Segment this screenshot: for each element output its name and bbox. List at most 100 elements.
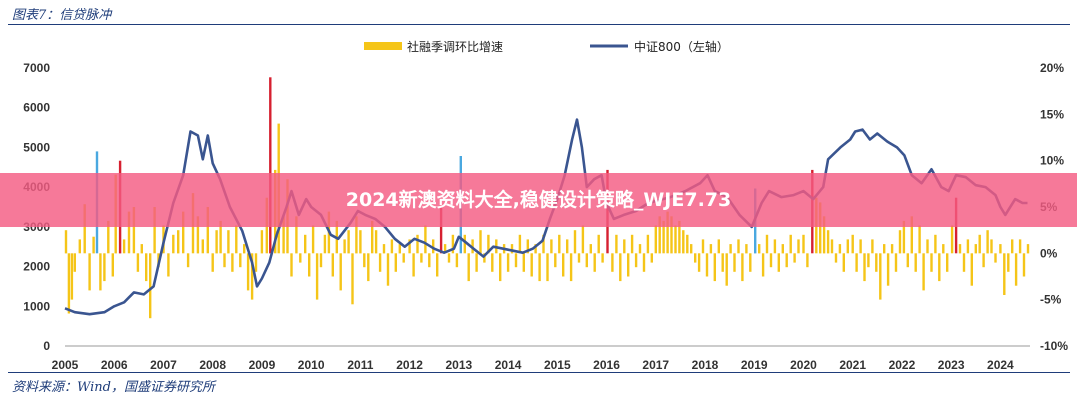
bar [950, 225, 954, 254]
bar [219, 220, 222, 254]
bar [573, 230, 577, 254]
bar [186, 253, 190, 268]
bar [1003, 253, 1006, 295]
bar [982, 253, 985, 268]
bar [223, 253, 226, 268]
bar [627, 253, 630, 277]
bar [140, 244, 143, 254]
bar [254, 253, 258, 272]
bar [934, 234, 937, 254]
bar [990, 239, 993, 254]
x-axis-tick-label: 2009 [249, 358, 276, 372]
bar [902, 220, 906, 254]
bar [761, 253, 765, 277]
bar [386, 253, 390, 286]
bar [970, 253, 973, 286]
x-axis-tick-label: 2015 [544, 358, 571, 372]
bar [132, 207, 136, 254]
legend: 社融季调环比增速 中证800（左轴） [364, 39, 729, 54]
bar [339, 253, 342, 291]
left-axis-tick-label: 6000 [23, 101, 50, 115]
bottom-rule [8, 372, 1070, 373]
bar [424, 225, 427, 254]
bar [78, 239, 81, 254]
bar [311, 225, 315, 254]
bar [946, 253, 949, 272]
bar [550, 239, 553, 254]
bar [136, 253, 140, 272]
bar [886, 253, 890, 286]
bar [479, 230, 482, 254]
left-axis-tick-label: 2000 [23, 260, 50, 274]
bar [589, 244, 592, 254]
bar [855, 253, 858, 272]
bar [308, 253, 311, 277]
bar [749, 253, 752, 272]
bar [785, 253, 788, 268]
bar [463, 234, 466, 254]
bar [962, 253, 966, 272]
bar [662, 220, 665, 254]
bar [378, 253, 382, 272]
bar [371, 220, 374, 254]
bar [566, 239, 569, 254]
bar [958, 244, 962, 254]
bar [769, 253, 773, 268]
bar [172, 234, 175, 254]
bar [323, 234, 327, 254]
bar [1018, 239, 1022, 254]
bar [211, 253, 214, 272]
bar [593, 253, 596, 272]
bar [694, 253, 697, 263]
bar [355, 216, 358, 254]
bar [879, 253, 882, 300]
bar [394, 253, 397, 272]
bar [634, 253, 638, 268]
bar [304, 234, 307, 254]
bar [295, 216, 298, 254]
bar [145, 253, 148, 282]
bar [436, 253, 439, 277]
bar [428, 253, 431, 268]
bar [826, 230, 830, 254]
bar [331, 253, 334, 277]
bar [942, 244, 945, 254]
bar [367, 253, 370, 282]
source-note: 资料来源：Wind，国盛证券研究所 [12, 380, 215, 395]
bar [374, 230, 378, 254]
bar [439, 207, 443, 254]
bar [859, 239, 862, 254]
bar [196, 216, 200, 254]
right-axis-tick-label: 15% [1040, 107, 1064, 121]
bar [542, 234, 545, 254]
bar [938, 253, 941, 282]
bar [994, 253, 997, 263]
bar [402, 253, 405, 263]
x-axis-tick-label: 2016 [593, 358, 620, 372]
bar [883, 244, 886, 254]
bar [562, 253, 565, 277]
bar [773, 239, 777, 254]
bar [522, 253, 525, 272]
bar [806, 253, 809, 268]
bar [745, 244, 748, 254]
x-axis-tick-label: 2023 [938, 358, 965, 372]
bar [177, 230, 180, 254]
x-axis-tick-label: 2017 [642, 358, 669, 372]
bar [733, 253, 736, 272]
bar [737, 239, 740, 254]
x-axis-tick-label: 2011 [347, 358, 373, 372]
bar [455, 253, 459, 268]
x-axis-tick-label: 2008 [199, 358, 226, 372]
bar [918, 225, 921, 254]
bar [601, 253, 604, 263]
bar [822, 216, 826, 254]
bar [526, 239, 529, 254]
bar [149, 253, 152, 319]
bar [638, 244, 642, 254]
bar [834, 253, 838, 263]
bar [890, 244, 894, 254]
bar [315, 253, 319, 300]
bar [475, 253, 478, 272]
bar [88, 253, 91, 291]
